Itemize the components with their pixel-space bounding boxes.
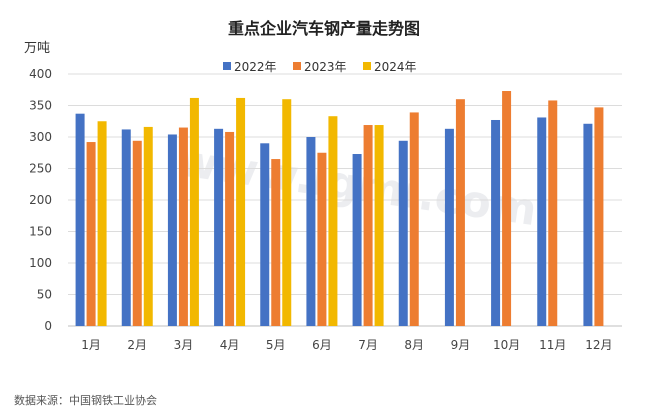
bar-2022年-4月 bbox=[214, 128, 224, 326]
legend-label-1: 2022年 bbox=[234, 60, 277, 74]
bar-2024年-7月 bbox=[374, 125, 384, 326]
source-note: 数据来源：中国钢铁工业协会 bbox=[14, 393, 157, 407]
bar-2022年-10月 bbox=[491, 119, 501, 327]
bars bbox=[75, 91, 604, 327]
x-tick-label-11: 11月 bbox=[539, 338, 566, 352]
bar-2022年-2月 bbox=[121, 129, 131, 326]
x-tick-label-12: 12月 bbox=[585, 338, 612, 352]
chart-title: 重点企业汽车钢产量走势图 bbox=[228, 19, 420, 38]
bar-2023年-8月 bbox=[409, 112, 419, 327]
bar-2023年-9月 bbox=[455, 99, 465, 326]
bar-2024年-2月 bbox=[143, 126, 153, 326]
y-tick-label-250: 250 bbox=[29, 162, 52, 176]
bar-2024年-3月 bbox=[189, 97, 199, 326]
bar-2023年-1月 bbox=[86, 142, 96, 326]
x-tick-label-7: 7月 bbox=[358, 338, 378, 352]
bar-2023年-3月 bbox=[178, 127, 188, 326]
bar-2024年-5月 bbox=[282, 99, 292, 326]
bar-2022年-6月 bbox=[306, 137, 316, 326]
x-tick-label-4: 4月 bbox=[220, 338, 240, 352]
x-tick-label-10: 10月 bbox=[493, 338, 520, 352]
y-tick-label-150: 150 bbox=[29, 225, 52, 239]
y-tick-label-400: 400 bbox=[29, 67, 52, 81]
legend-swatch-3 bbox=[363, 62, 371, 70]
y-tick-label-350: 350 bbox=[29, 99, 52, 113]
y-tick-label-50: 50 bbox=[37, 288, 52, 302]
bar-2022年-8月 bbox=[398, 140, 408, 326]
bar-2022年-1月 bbox=[75, 113, 85, 326]
bar-2024年-6月 bbox=[328, 116, 338, 327]
bar-2022年-11月 bbox=[537, 117, 547, 326]
x-tick-label-3: 3月 bbox=[174, 338, 194, 352]
x-tick-label-2: 2月 bbox=[127, 338, 147, 352]
bar-2023年-5月 bbox=[271, 159, 281, 326]
y-axis-ticks: 0 50 100 150 200 250 300 350 400 bbox=[29, 67, 52, 333]
y-tick-label-300: 300 bbox=[29, 130, 52, 144]
legend: 2022年 2023年 2024年 bbox=[223, 60, 417, 74]
legend-label-2: 2023年 bbox=[304, 60, 347, 74]
bar-2023年-11月 bbox=[548, 100, 558, 327]
x-tick-label-5: 5月 bbox=[266, 338, 286, 352]
y-axis-unit: 万吨 bbox=[24, 41, 50, 56]
x-tick-label-1: 1月 bbox=[81, 338, 101, 352]
bar-2023年-6月 bbox=[317, 152, 327, 326]
y-tick-label-0: 0 bbox=[44, 319, 52, 333]
x-tick-label-6: 6月 bbox=[312, 338, 332, 352]
bar-2022年-5月 bbox=[260, 143, 270, 326]
bar-2022年-9月 bbox=[444, 128, 454, 326]
x-tick-label-9: 9月 bbox=[451, 338, 471, 352]
bar-2023年-4月 bbox=[225, 131, 235, 326]
bar-2023年-7月 bbox=[363, 125, 373, 326]
legend-swatch-1 bbox=[223, 62, 231, 70]
bar-2024年-1月 bbox=[97, 121, 107, 326]
bar-2022年-7月 bbox=[352, 154, 362, 326]
bar-2023年-12月 bbox=[594, 107, 604, 326]
gridlines bbox=[68, 73, 622, 327]
y-tick-label-100: 100 bbox=[29, 256, 52, 270]
y-tick-label-200: 200 bbox=[29, 193, 52, 207]
bar-2024年-4月 bbox=[236, 97, 246, 326]
legend-swatch-2 bbox=[293, 62, 301, 70]
x-axis-ticks: 1月 2月 3月 4月 5月 6月 7月 8月 9月 10月 11月 12月 bbox=[81, 338, 612, 352]
bar-2023年-10月 bbox=[502, 91, 512, 326]
bar-2022年-3月 bbox=[167, 134, 177, 326]
bar-2022年-12月 bbox=[583, 123, 593, 327]
legend-label-3: 2024年 bbox=[374, 60, 417, 74]
bar-2023年-2月 bbox=[132, 140, 142, 326]
x-tick-label-8: 8月 bbox=[404, 338, 424, 352]
